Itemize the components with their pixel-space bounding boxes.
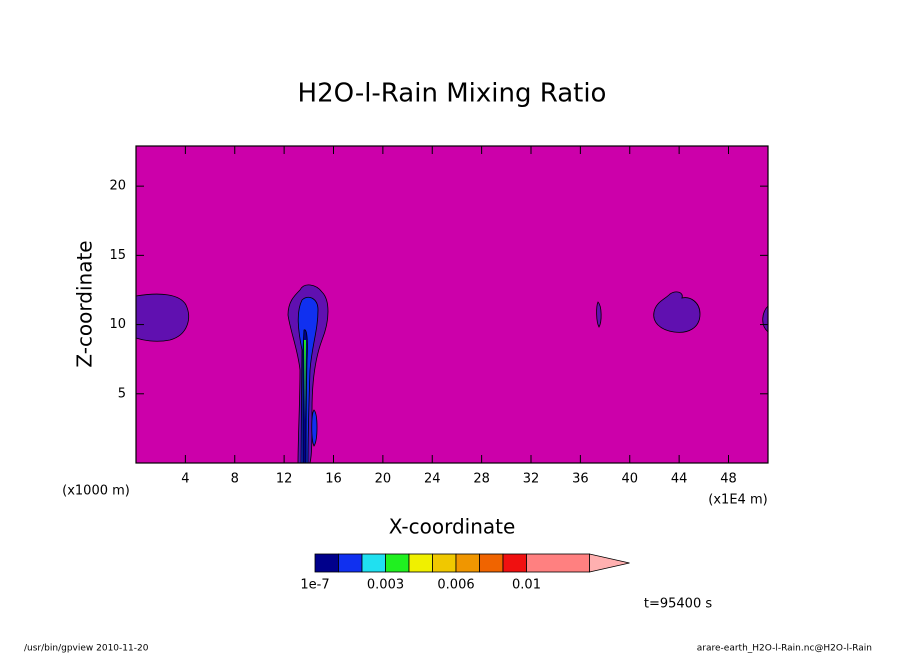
colorbar-tick-label: 0.006 <box>437 578 474 593</box>
contour-region <box>304 340 306 420</box>
colorbar-box <box>502 553 527 573</box>
colorbar-box <box>455 553 480 573</box>
footer-right: arare-earth_H2O-l-Rain.nc@H2O-l-Rain <box>697 644 872 654</box>
colorbar-tick-label: 1e-7 <box>300 578 329 593</box>
colorbar-box <box>338 553 363 573</box>
x-tick-label: 4 <box>181 472 189 487</box>
y-tick-label: 10 <box>109 317 126 332</box>
x-tick-label: 8 <box>231 472 239 487</box>
colorbar-box <box>479 553 504 573</box>
colorbar-box <box>314 553 339 573</box>
x-tick-label: 48 <box>720 472 737 487</box>
footer-left: /usr/bin/gpview 2010-11-20 <box>24 644 149 654</box>
x-tick-label: 16 <box>325 472 342 487</box>
x-tick-label: 12 <box>276 472 293 487</box>
contour-region <box>311 409 318 447</box>
x-tick-label: 20 <box>375 472 392 487</box>
chart-title: H2O-l-Rain Mixing Ratio <box>298 79 607 109</box>
x-tick-label: 44 <box>671 472 688 487</box>
x-tick-label: 36 <box>572 472 589 487</box>
y-tick-label: 5 <box>118 386 126 401</box>
x-tick-label: 28 <box>473 472 490 487</box>
contours <box>135 284 769 464</box>
colorbar-extension <box>589 553 630 573</box>
x-tick-label: 24 <box>424 472 441 487</box>
colorbar-tick-label: 0.003 <box>367 578 404 593</box>
colorbar: 1e-7 0.003 0.006 0.01 <box>300 553 630 593</box>
x-tick-label: 40 <box>621 472 638 487</box>
colorbar-box <box>408 553 433 573</box>
axes-frame <box>135 145 769 464</box>
colorbar-box <box>361 553 386 573</box>
colorbar-over <box>526 553 590 573</box>
x-axis-title: X-coordinate <box>389 515 516 539</box>
colorbar-tick-label: 0.01 <box>512 578 541 593</box>
colorbar-box <box>432 553 457 573</box>
y-tick-label: 15 <box>109 248 126 263</box>
contour-region <box>596 301 602 328</box>
time-label: t=95400 s <box>644 597 712 612</box>
x-axis-unit: (x1E4 m) <box>708 493 767 508</box>
colorbar-box <box>385 553 410 573</box>
y-axis-unit: (x1000 m) <box>62 484 130 499</box>
y-tick-label: 20 <box>109 179 126 194</box>
contour-region <box>653 291 701 333</box>
x-tick-label: 32 <box>523 472 540 487</box>
contour-region <box>135 293 189 342</box>
y-axis-title: Z-coordinate <box>73 240 97 367</box>
